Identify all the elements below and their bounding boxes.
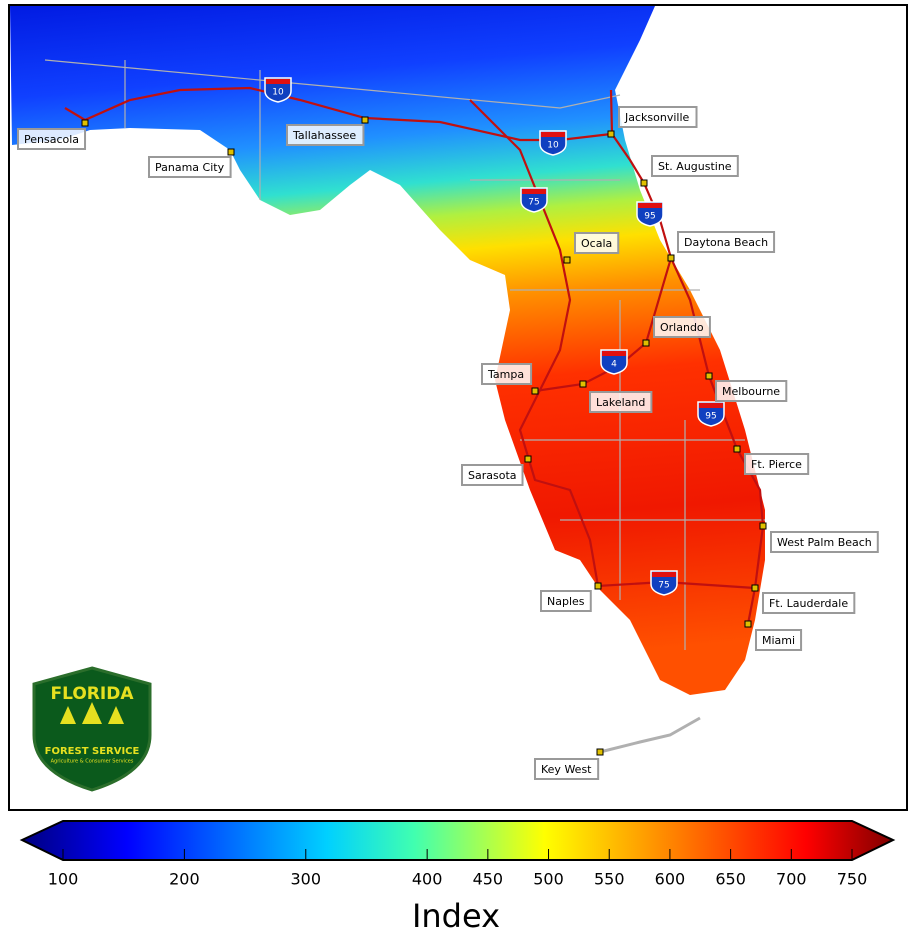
city-label-box — [715, 380, 788, 402]
colorbar — [19, 820, 896, 861]
city-label: Miami — [762, 634, 795, 647]
interstate-number: 95 — [705, 412, 716, 422]
city-marker — [640, 179, 648, 187]
logo: FLORIDA FOREST SERVICE Agriculture & Con… — [32, 666, 152, 792]
city-label: Melbourne — [722, 385, 780, 398]
state-line — [44, 59, 621, 109]
city-label: Key West — [541, 763, 592, 776]
city-label: Orlando — [660, 321, 704, 334]
city-marker — [607, 130, 615, 138]
interstate-number: 4 — [611, 360, 617, 370]
colorbar-tick-label: 100 — [48, 870, 79, 889]
city-marker — [596, 748, 604, 756]
city-marker — [759, 522, 767, 530]
city-marker — [594, 582, 602, 590]
colorbar-tick-label: 600 — [655, 870, 686, 889]
city-label-box — [461, 464, 524, 486]
city-marker — [361, 116, 369, 124]
city-marker — [751, 584, 759, 592]
city-marker — [667, 254, 675, 262]
city-marker — [531, 387, 539, 395]
interstate-shield-top — [699, 403, 723, 408]
city-label-box — [589, 391, 653, 413]
interstate-number: 95 — [644, 212, 655, 222]
city-label-box — [17, 128, 87, 150]
city-label-box — [618, 106, 698, 128]
city-label: Panama City — [155, 161, 225, 174]
interstate-shield-top — [652, 572, 676, 577]
city-label: Tampa — [487, 368, 524, 381]
city-label-box — [770, 531, 879, 553]
city-label-box — [653, 316, 711, 338]
logo-title: FLORIDA — [51, 684, 135, 704]
city-label: West Palm Beach — [777, 536, 872, 549]
city-marker — [227, 148, 235, 156]
city-label-box — [534, 758, 600, 780]
colorbar-tick-label: 700 — [776, 870, 807, 889]
city-label: Daytona Beach — [684, 236, 768, 249]
colorbar-label: Index — [412, 897, 500, 935]
colorbar-tick-label: 400 — [412, 870, 443, 889]
colorbar-tick-label: 550 — [594, 870, 625, 889]
colorbar-tick-label: 750 — [837, 870, 868, 889]
logo-tagline: Agriculture & Consumer Services — [51, 759, 134, 765]
logo-trees — [60, 702, 124, 724]
city-marker — [705, 372, 713, 380]
city-label: Ft. Lauderdale — [769, 597, 848, 610]
city-label-box — [762, 592, 856, 614]
colorbar-tick-label: 650 — [715, 870, 746, 889]
city-label: Lakeland — [596, 396, 645, 409]
city-label: Pensacola — [24, 133, 79, 146]
city-label: Ocala — [581, 237, 612, 250]
interstate-shield-top — [602, 351, 626, 356]
florida-index-raster — [10, 6, 765, 695]
county-lines — [44, 59, 765, 650]
city-label-box — [481, 363, 533, 385]
city-label: Ft. Pierce — [751, 458, 802, 471]
interstate-shield-top — [638, 203, 662, 208]
logo-shield — [32, 666, 152, 792]
city-label-box — [540, 590, 592, 612]
city-label-box — [651, 155, 739, 177]
interstate-shield-top — [266, 79, 290, 84]
city-label-box — [755, 629, 803, 651]
colorbar-tick-label: 200 — [169, 870, 200, 889]
city-marker — [81, 119, 89, 127]
logo-subtitle: FOREST SERVICE — [45, 746, 140, 757]
city-marker — [579, 380, 587, 388]
city-label: Naples — [547, 595, 585, 608]
city-marker — [563, 256, 571, 264]
city-label-box — [744, 453, 810, 475]
colorbar-tick-label: 450 — [473, 870, 504, 889]
city-marker — [733, 445, 741, 453]
city-label-box — [677, 231, 776, 253]
city-marker — [642, 339, 650, 347]
interstate-number: 75 — [658, 581, 669, 591]
colorbar-tick-label: 300 — [290, 870, 321, 889]
interstate-number: 10 — [547, 141, 559, 151]
city-label: Sarasota — [468, 469, 517, 482]
interstate-shield-top — [541, 132, 565, 137]
interstate-number: 75 — [528, 198, 539, 208]
interstate-10 — [64, 86, 612, 142]
city-marker — [744, 620, 752, 628]
city-label-box — [286, 124, 365, 146]
city-label: St. Augustine — [658, 160, 732, 173]
city-marker — [524, 455, 532, 463]
city-label: Tallahassee — [292, 129, 356, 142]
colorbar-tick-label: 500 — [533, 870, 564, 889]
city-label: Jacksonville — [624, 111, 690, 124]
city-label-box — [148, 156, 232, 178]
florida-keys — [599, 716, 701, 754]
interstate-shield-top — [522, 189, 546, 194]
interstate-number: 10 — [272, 88, 284, 98]
city-label-box — [574, 232, 620, 254]
